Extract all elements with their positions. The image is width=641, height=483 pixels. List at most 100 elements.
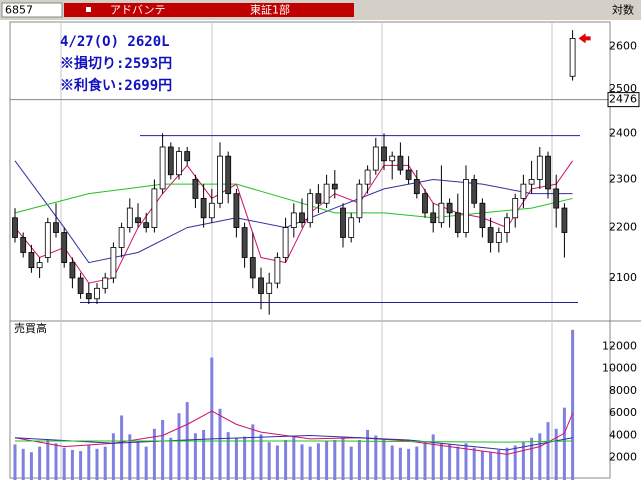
volume-bar bbox=[251, 424, 255, 480]
y-tick-label: 2100 bbox=[609, 271, 637, 284]
volume-bar bbox=[366, 429, 370, 480]
volume-bar bbox=[382, 438, 386, 480]
volume-bar bbox=[538, 433, 542, 480]
y-tick-label: 10000 bbox=[602, 362, 637, 375]
candle-body bbox=[290, 212, 297, 228]
candle-body bbox=[208, 202, 215, 219]
volume-bar bbox=[13, 444, 17, 480]
volume-bar bbox=[21, 448, 25, 480]
candle-body bbox=[159, 146, 166, 190]
volume-bar bbox=[325, 441, 329, 480]
candle-body bbox=[258, 277, 264, 294]
candle-body bbox=[364, 169, 371, 185]
candle-body bbox=[487, 227, 494, 243]
candle-body bbox=[545, 155, 551, 190]
candle-body bbox=[266, 282, 273, 294]
volume-bar bbox=[161, 419, 165, 480]
y-tick-label: 2500 bbox=[609, 82, 637, 95]
volume-bar bbox=[95, 448, 99, 480]
volume-bar bbox=[210, 357, 214, 480]
volume-bar bbox=[497, 449, 501, 480]
volume-bar bbox=[120, 415, 124, 480]
volume-bar bbox=[202, 429, 206, 480]
current-label: 2476 bbox=[609, 93, 637, 106]
candle-body bbox=[553, 188, 560, 209]
volume-bar bbox=[357, 439, 361, 480]
candle-body bbox=[536, 155, 543, 180]
volume-bar bbox=[374, 435, 378, 480]
candle-body bbox=[192, 179, 199, 199]
name: アドバンテ bbox=[110, 4, 166, 17]
volume-title: 売買高 bbox=[14, 321, 47, 335]
candle-body bbox=[184, 151, 191, 162]
volume-bar bbox=[407, 448, 411, 480]
volume-bar bbox=[398, 447, 402, 480]
candle-body bbox=[446, 202, 453, 214]
volume-bar bbox=[267, 442, 271, 480]
candle-body bbox=[118, 227, 125, 248]
volume-bar bbox=[79, 451, 83, 480]
volume-bar bbox=[464, 443, 468, 480]
volume-bar bbox=[530, 437, 534, 480]
candle-body bbox=[389, 155, 396, 162]
volume-bar bbox=[480, 451, 484, 480]
y-tick-label: 2000 bbox=[609, 451, 637, 464]
candle-body bbox=[331, 183, 338, 190]
marker bbox=[86, 7, 91, 12]
candle-body bbox=[454, 212, 461, 233]
candle-body bbox=[397, 155, 404, 171]
volume-bar bbox=[243, 436, 247, 480]
volume-bar bbox=[111, 433, 115, 480]
candle-body bbox=[102, 277, 109, 289]
volume-bar bbox=[193, 433, 197, 480]
candle-body bbox=[94, 287, 100, 300]
scale-mode[interactable]: 対数 bbox=[612, 3, 634, 17]
candle-body bbox=[315, 193, 322, 204]
candle-body bbox=[69, 262, 76, 279]
volume-bar bbox=[226, 432, 230, 480]
y-tick-label: 2300 bbox=[609, 172, 637, 185]
candle-body bbox=[135, 217, 141, 224]
candle-body bbox=[307, 193, 314, 224]
volume-bar bbox=[29, 452, 33, 480]
volume-bar bbox=[152, 428, 156, 480]
volume-bar bbox=[316, 443, 320, 480]
volume-bar bbox=[234, 437, 238, 480]
candle-body bbox=[241, 227, 248, 258]
volume-bar bbox=[169, 437, 173, 480]
volume-bar bbox=[218, 408, 222, 480]
candle-body bbox=[36, 262, 43, 269]
candle-body bbox=[504, 217, 510, 233]
volume-bar bbox=[300, 444, 304, 480]
candle-body bbox=[225, 155, 232, 195]
volume-bar bbox=[521, 442, 525, 480]
volume-bar bbox=[571, 329, 575, 480]
candle-body bbox=[348, 217, 355, 238]
candle-body bbox=[495, 232, 502, 243]
candle-body bbox=[520, 183, 527, 199]
market: 東証1部 bbox=[250, 3, 290, 17]
candle-body bbox=[471, 179, 478, 204]
y-tick-label: 2200 bbox=[609, 221, 637, 234]
name-field bbox=[64, 3, 354, 17]
candle-body bbox=[110, 247, 117, 279]
candle-body bbox=[430, 212, 437, 224]
y-tick-label: 2600 bbox=[609, 40, 637, 53]
y-tick-label: 6000 bbox=[609, 406, 637, 419]
candle-body bbox=[438, 202, 445, 224]
plot-frame bbox=[9, 21, 611, 479]
candle-body bbox=[20, 237, 27, 253]
y-tick-label: 8000 bbox=[609, 384, 637, 397]
candle-body bbox=[528, 179, 535, 185]
volume-bar bbox=[128, 434, 132, 480]
code-field[interactable] bbox=[1, 2, 63, 18]
candle-body bbox=[512, 198, 519, 219]
candle-body bbox=[176, 151, 182, 176]
candle-body bbox=[274, 257, 281, 284]
candle-body bbox=[126, 207, 133, 228]
volume-bar bbox=[177, 413, 181, 480]
candle-body bbox=[569, 38, 576, 77]
volume-bar bbox=[144, 446, 148, 480]
moving-average bbox=[14, 183, 573, 219]
